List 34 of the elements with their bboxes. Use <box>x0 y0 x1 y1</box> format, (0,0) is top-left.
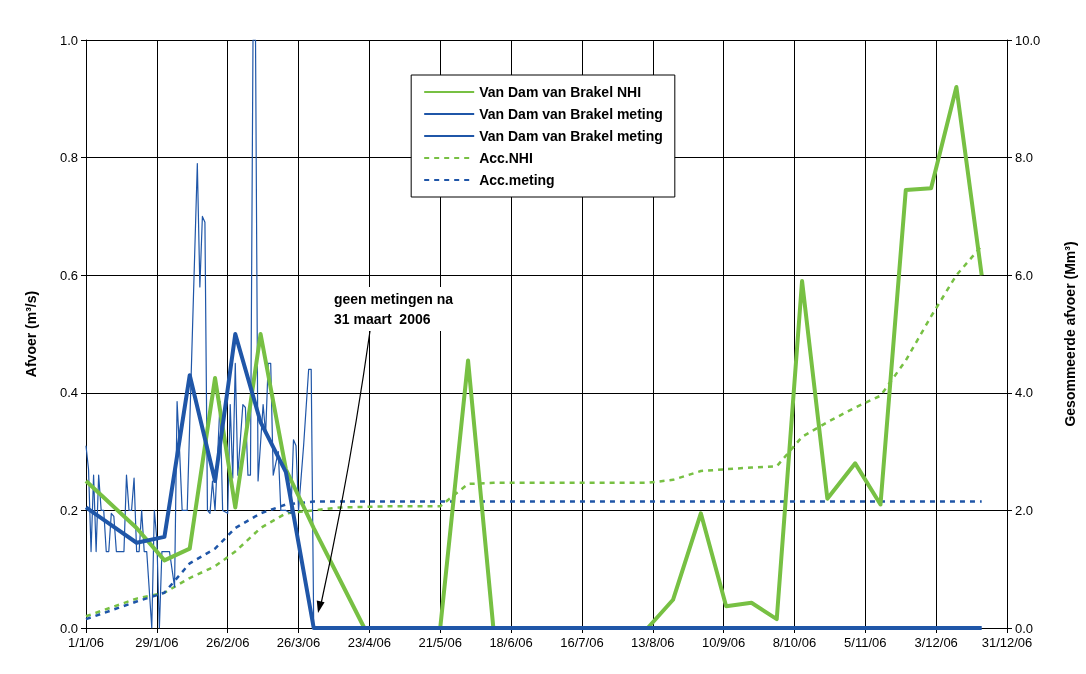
x-tick-label: 5/11/06 <box>844 635 887 650</box>
legend-label: Acc.NHI <box>479 150 533 166</box>
x-tick-label: 29/1/06 <box>135 635 179 650</box>
x-tick-label: 31/12/06 <box>981 635 1033 650</box>
legend-label: Van Dam van Brakel meting <box>479 106 663 122</box>
legend-label: Van Dam van Brakel NHI <box>479 84 642 100</box>
legend-label: Van Dam van Brakel meting <box>479 128 663 144</box>
y-tick-label: 0.4 <box>59 385 78 401</box>
x-tick-label: 3/12/06 <box>914 635 958 650</box>
x-tick-label: 26/3/06 <box>276 635 321 650</box>
x-tick-label: 26/2/06 <box>206 635 250 650</box>
y2-tick-label: 4.0 <box>1015 385 1034 401</box>
x-tick-label: 13/8/06 <box>631 635 675 650</box>
y-tick-label: 0.0 <box>59 620 78 636</box>
x-tick-label: 23/4/06 <box>347 635 392 650</box>
y2-tick-label: 2.0 <box>1015 502 1034 518</box>
y-tick-label: 0.2 <box>59 502 78 518</box>
y2-tick-label: 0.0 <box>1015 620 1034 636</box>
y2-tick-label: 10.0 <box>1015 32 1041 48</box>
y-tick-label: 1.0 <box>59 32 78 48</box>
y-tick-label: 0.8 <box>59 150 78 166</box>
annotation: geen metingen na 31 maart 2006 <box>330 287 458 331</box>
legend-label: Acc.meting <box>479 172 555 188</box>
x-tick-label: 10/9/06 <box>701 635 746 650</box>
x-tick-label: 1/1/06 <box>67 635 105 650</box>
x-tick-label: 18/6/06 <box>489 635 533 650</box>
y2-axis-title: Gesommeerde afvoer (Mm³) <box>1062 241 1078 427</box>
y2-tick-label: 8.0 <box>1015 150 1034 166</box>
y-axis-title: Afvoer (m³/s) <box>23 290 39 378</box>
y-tick-label: 0.6 <box>59 267 78 283</box>
x-tick-label: 16/7/06 <box>560 635 604 650</box>
y2-tick-label: 6.0 <box>1015 267 1034 283</box>
x-tick-label: 8/10/06 <box>772 635 817 650</box>
x-tick-label: 21/5/06 <box>418 635 462 650</box>
